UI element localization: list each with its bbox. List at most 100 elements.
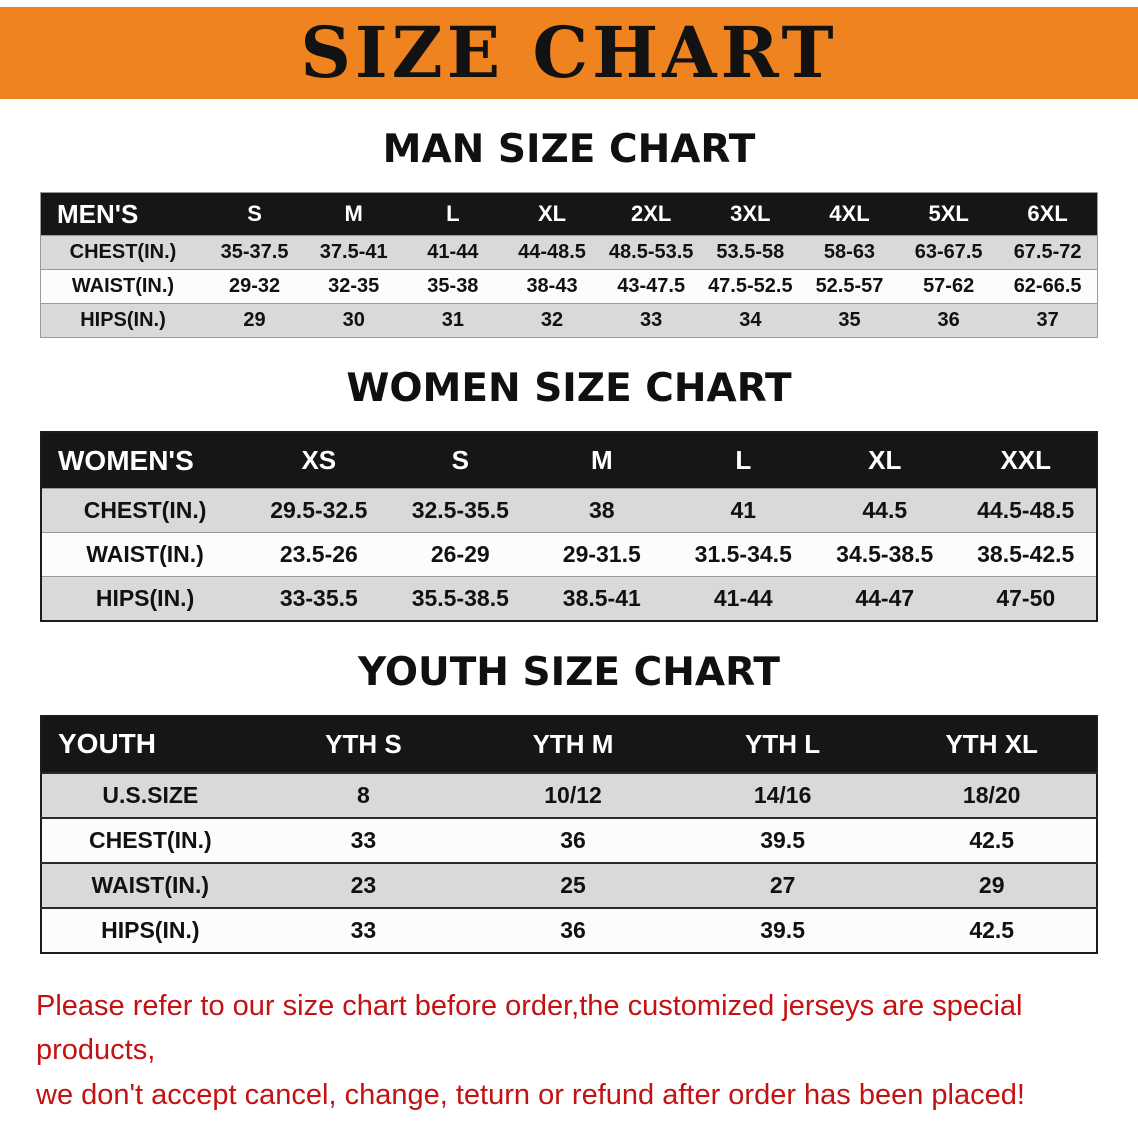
size-column-header: S: [390, 432, 531, 489]
value-cell: 34: [701, 304, 800, 338]
value-cell: 39.5: [678, 908, 888, 953]
row-label-cell: CHEST(IN.): [41, 236, 205, 270]
value-cell: 33-35.5: [248, 577, 389, 621]
table-title-cell: YOUTH: [41, 716, 259, 773]
value-cell: 35-38: [403, 270, 502, 304]
size-column-header: M: [304, 193, 403, 236]
size-column-header: 5XL: [899, 193, 998, 236]
size-column-header: L: [673, 432, 814, 489]
size-column-header: L: [403, 193, 502, 236]
man-section-heading: MAN SIZE CHART: [0, 127, 1138, 172]
row-label-cell: CHEST(IN.): [41, 489, 248, 533]
value-cell: 44-48.5: [502, 236, 601, 270]
value-cell: 25: [468, 863, 678, 908]
value-cell: 18/20: [887, 773, 1097, 818]
table-title-cell: WOMEN'S: [41, 432, 248, 489]
value-cell: 31: [403, 304, 502, 338]
size-column-header: M: [531, 432, 672, 489]
size-column-header: 2XL: [602, 193, 701, 236]
size-column-header: XL: [502, 193, 601, 236]
banner: SIZE CHART: [0, 7, 1138, 99]
value-cell: 38: [531, 489, 672, 533]
size-column-header: XL: [814, 432, 955, 489]
footer-note: Please refer to our size chart before or…: [0, 984, 1138, 1144]
footer-line-1: Please refer to our size chart before or…: [36, 984, 1102, 1074]
value-cell: 29-31.5: [531, 533, 672, 577]
row-label-cell: U.S.SIZE: [41, 773, 259, 818]
value-cell: 62-66.5: [998, 270, 1097, 304]
value-cell: 41-44: [673, 577, 814, 621]
row-label-cell: HIPS(IN.): [41, 908, 259, 953]
size-column-header: YTH M: [468, 716, 678, 773]
banner-title: SIZE CHART: [300, 18, 837, 88]
value-cell: 30: [304, 304, 403, 338]
women-section-heading: WOMEN SIZE CHART: [0, 366, 1138, 411]
value-cell: 53.5-58: [701, 236, 800, 270]
value-cell: 38.5-42.5: [956, 533, 1098, 577]
value-cell: 33: [259, 818, 469, 863]
size-column-header: 3XL: [701, 193, 800, 236]
value-cell: 37.5-41: [304, 236, 403, 270]
value-cell: 42.5: [887, 818, 1097, 863]
value-cell: 36: [468, 818, 678, 863]
value-cell: 34.5-38.5: [814, 533, 955, 577]
youth-section-heading: YOUTH SIZE CHART: [0, 650, 1138, 695]
footer-line-2: we don't accept cancel, change, teturn o…: [36, 1073, 1102, 1118]
value-cell: 47-50: [956, 577, 1098, 621]
value-cell: 26-29: [390, 533, 531, 577]
value-cell: 32: [502, 304, 601, 338]
size-column-header: 4XL: [800, 193, 899, 236]
value-cell: 31.5-34.5: [673, 533, 814, 577]
value-cell: 67.5-72: [998, 236, 1097, 270]
size-column-header: 6XL: [998, 193, 1097, 236]
row-label-cell: WAIST(IN.): [41, 863, 259, 908]
value-cell: 41-44: [403, 236, 502, 270]
value-cell: 35-37.5: [205, 236, 304, 270]
value-cell: 38-43: [502, 270, 601, 304]
table-title-cell: MEN'S: [41, 193, 205, 236]
value-cell: 23.5-26: [248, 533, 389, 577]
value-cell: 29: [205, 304, 304, 338]
row-label-cell: CHEST(IN.): [41, 818, 259, 863]
value-cell: 29.5-32.5: [248, 489, 389, 533]
row-label-cell: WAIST(IN.): [41, 270, 205, 304]
value-cell: 57-62: [899, 270, 998, 304]
value-cell: 44.5: [814, 489, 955, 533]
value-cell: 33: [602, 304, 701, 338]
value-cell: 32-35: [304, 270, 403, 304]
value-cell: 33: [259, 908, 469, 953]
size-column-header: XXL: [956, 432, 1098, 489]
row-label-cell: WAIST(IN.): [41, 533, 248, 577]
value-cell: 48.5-53.5: [602, 236, 701, 270]
value-cell: 44-47: [814, 577, 955, 621]
row-label-cell: HIPS(IN.): [41, 304, 205, 338]
value-cell: 43-47.5: [602, 270, 701, 304]
value-cell: 36: [899, 304, 998, 338]
value-cell: 44.5-48.5: [956, 489, 1098, 533]
value-cell: 35: [800, 304, 899, 338]
value-cell: 63-67.5: [899, 236, 998, 270]
value-cell: 32.5-35.5: [390, 489, 531, 533]
value-cell: 42.5: [887, 908, 1097, 953]
value-cell: 10/12: [468, 773, 678, 818]
